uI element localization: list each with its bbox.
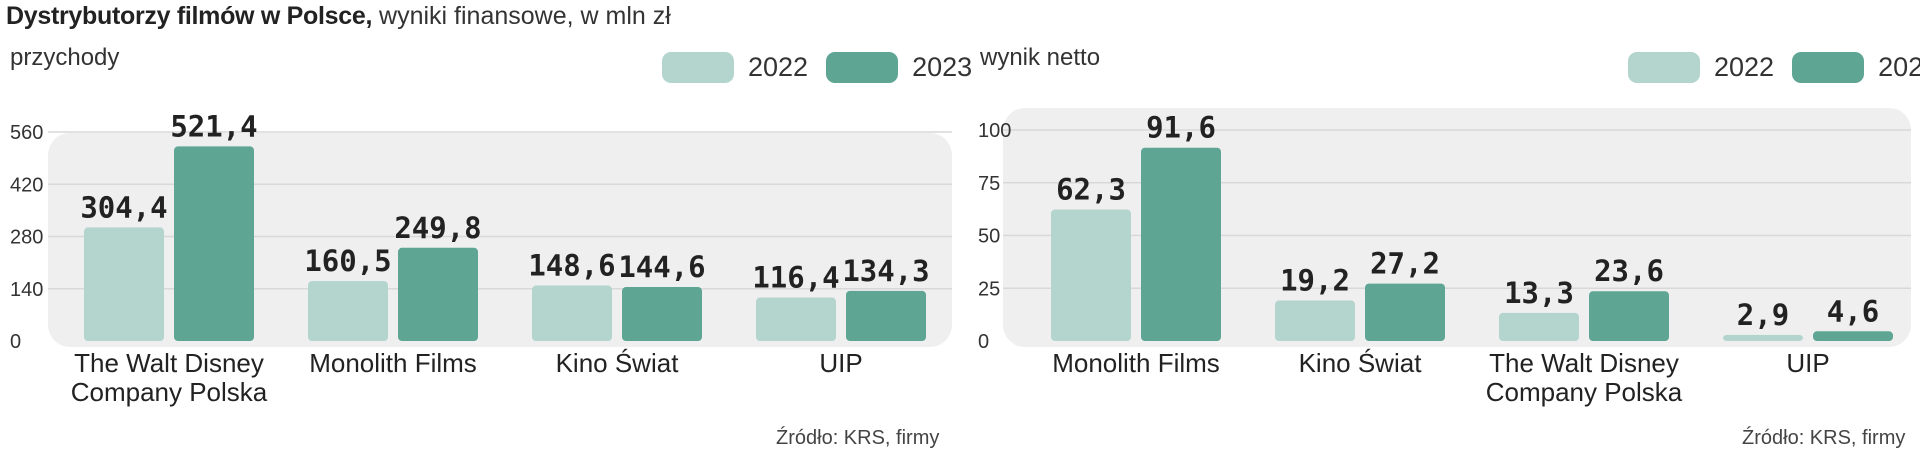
- bar-2023: [1141, 147, 1221, 341]
- revenue-legend: 2022 2023: [662, 50, 990, 84]
- data-label-2022: 62,3: [1056, 173, 1126, 207]
- y-tick-label: 25: [978, 278, 1000, 300]
- data-label-2023: 27,2: [1370, 247, 1440, 281]
- category-label: The Walt Disney: [74, 348, 264, 378]
- net-result-chart: 0 25 50 75 100 62,3 91,6 Monolith Films 19,2 27,2…: [978, 108, 1911, 407]
- bar-2023: [1589, 291, 1669, 341]
- bar-2022: [1499, 312, 1579, 341]
- legend-label-2022: 2022: [748, 51, 809, 82]
- category-label: Company Polska: [71, 377, 268, 407]
- bar-2022: [308, 281, 388, 341]
- title-bold: Dystrybutorzy filmów w Polsce,: [6, 2, 373, 30]
- bar-2022: [1275, 300, 1355, 341]
- data-label-2022: 148,6: [528, 249, 615, 283]
- data-label-2023: 521,4: [170, 109, 257, 143]
- y-tick-label: 100: [978, 120, 1011, 142]
- legend-label-2023: 2023: [912, 51, 973, 82]
- category-label: Monolith Films: [309, 348, 477, 378]
- data-label-2022: 304,4: [80, 190, 167, 224]
- y-tick-label: 0: [978, 331, 989, 353]
- net-legend: 2022 2023: [1628, 50, 1920, 84]
- bar-2023: [1813, 331, 1893, 341]
- data-label-2023: 4,6: [1827, 294, 1879, 328]
- bar-2022: [756, 297, 836, 341]
- legend-label-2023: 2023: [1878, 51, 1920, 82]
- category-label: UIP: [819, 348, 862, 378]
- category-label: Company Polska: [1486, 377, 1683, 407]
- data-label-2023: 91,6: [1146, 111, 1216, 145]
- revenue-source: Źródło: KRS, firmy: [776, 427, 940, 449]
- category-label: Monolith Films: [1052, 348, 1220, 378]
- bar-2022: [532, 285, 612, 341]
- y-tick-label: 50: [978, 226, 1000, 248]
- y-tick-label: 420: [10, 174, 43, 196]
- net-source: Źródło: KRS, firmy: [1742, 427, 1906, 449]
- data-label-2023: 144,6: [618, 250, 705, 284]
- legend-swatch-2023: [826, 51, 899, 83]
- bar-2023: [1365, 283, 1445, 341]
- data-label-2023: 23,6: [1594, 254, 1664, 288]
- y-tick-label: 560: [10, 122, 43, 144]
- revenue-chart: 0 140 280 420 560 304,4 521,4 The Walt DisneyCo…: [10, 109, 952, 407]
- category-label: Kino Świat: [556, 348, 680, 378]
- y-tick-label: 0: [10, 331, 21, 353]
- data-label-2023: 249,8: [394, 211, 481, 245]
- plot-background: [48, 133, 952, 347]
- category-label: The Walt Disney: [1489, 348, 1679, 378]
- legend-swatch-2022: [662, 51, 734, 83]
- data-label-2023: 134,3: [842, 254, 929, 288]
- data-label-2022: 19,2: [1280, 263, 1350, 297]
- net-section-label: wynik netto: [980, 44, 1101, 71]
- y-tick-label: 280: [10, 227, 43, 249]
- category-label: UIP: [1786, 348, 1829, 378]
- bar-2023: [846, 290, 926, 341]
- bar-2022: [84, 227, 164, 341]
- plot-background: [1003, 108, 1911, 347]
- bar-2022: [1051, 209, 1131, 341]
- legend-label-2022: 2022: [1714, 51, 1775, 82]
- data-label-2022: 160,5: [304, 244, 391, 278]
- bar-2022: [1723, 334, 1803, 341]
- legend-swatch-2022: [1628, 51, 1700, 83]
- revenue-section-label: przychody: [10, 44, 120, 71]
- bar-2023: [398, 247, 478, 341]
- bar-2023: [622, 287, 702, 341]
- data-label-2022: 2,9: [1737, 298, 1789, 332]
- legend-swatch-2023: [1792, 51, 1865, 83]
- data-label-2022: 116,4: [752, 261, 839, 295]
- title-subtitle: wyniki finansowe, w mln zł: [372, 2, 671, 30]
- y-tick-label: 75: [978, 173, 1000, 195]
- data-label-2022: 13,3: [1504, 276, 1574, 310]
- category-label: Kino Świat: [1299, 348, 1423, 378]
- bar-2023: [174, 146, 254, 341]
- chart-title: Dystrybutorzy filmów w Polsce, wyniki fi…: [6, 2, 671, 31]
- y-tick-label: 140: [10, 279, 43, 301]
